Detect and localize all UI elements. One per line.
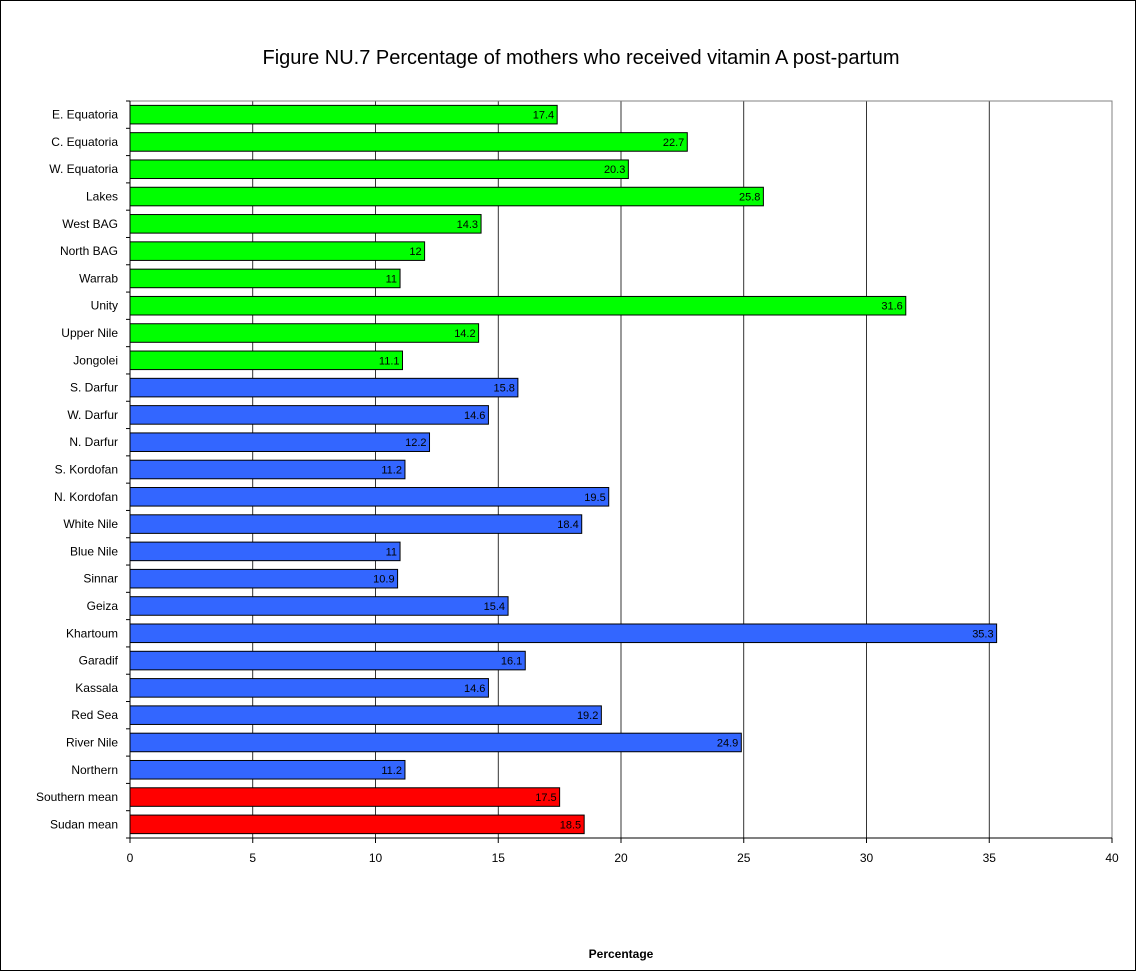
bar-20 bbox=[129, 650, 526, 671]
bar-19 bbox=[129, 623, 998, 644]
bar-23 bbox=[129, 732, 742, 753]
value-label-23: 24.9 bbox=[717, 737, 738, 749]
category-label-15: White Nile bbox=[63, 517, 118, 531]
category-label-25: Southern mean bbox=[36, 790, 118, 804]
category-label-22: Red Sea bbox=[71, 708, 118, 722]
value-label-8: 14.2 bbox=[454, 328, 475, 340]
value-label-6: 11 bbox=[386, 273, 397, 285]
category-label-23: River Nile bbox=[66, 735, 118, 749]
chart-title: Figure NU.7 Percentage of mothers who re… bbox=[263, 47, 900, 69]
value-label-14: 19.5 bbox=[584, 492, 605, 504]
category-label-1: C. Equatoria bbox=[51, 135, 118, 149]
category-label-20: Garadif bbox=[79, 654, 119, 668]
bar-8 bbox=[129, 323, 480, 343]
x-tick-label-8: 40 bbox=[1105, 851, 1119, 865]
value-label-24: 11.2 bbox=[381, 765, 402, 777]
bar-12 bbox=[129, 432, 431, 452]
bar-1 bbox=[129, 132, 688, 152]
value-label-19: 35.3 bbox=[972, 628, 993, 640]
category-label-5: North BAG bbox=[60, 244, 118, 258]
category-label-2: W. Equatoria bbox=[49, 162, 118, 176]
value-label-3: 25.8 bbox=[739, 192, 760, 204]
x-axis-title: Percentage bbox=[589, 947, 654, 961]
value-label-11: 14.6 bbox=[464, 410, 485, 422]
category-label-8: Upper Nile bbox=[61, 326, 118, 340]
bar-25 bbox=[129, 787, 561, 807]
category-label-11: W. Darfur bbox=[67, 408, 118, 422]
value-label-25: 17.5 bbox=[535, 792, 556, 804]
bar-16 bbox=[129, 541, 401, 562]
plot-area: 17.4 E. Equatoria 22.7 C. Equatoria 20.3 W. E… bbox=[36, 100, 1119, 865]
bar-21 bbox=[129, 678, 489, 698]
value-label-4: 14.3 bbox=[457, 219, 478, 231]
category-label-10: S. Darfur bbox=[70, 381, 118, 395]
bar-18 bbox=[129, 596, 509, 616]
category-label-0: E. Equatoria bbox=[52, 108, 118, 122]
x-tick-label-1: 5 bbox=[249, 851, 256, 865]
category-label-13: S. Kordofan bbox=[55, 463, 118, 477]
x-tick-label-0: 0 bbox=[127, 851, 134, 865]
value-label-10: 15.8 bbox=[493, 383, 514, 395]
x-tick-label-7: 35 bbox=[983, 851, 997, 865]
bar-26 bbox=[129, 814, 585, 835]
value-label-22: 19.2 bbox=[577, 710, 598, 722]
category-label-17: Sinnar bbox=[83, 572, 118, 586]
value-label-7: 31.6 bbox=[881, 301, 902, 313]
bar-13 bbox=[129, 459, 406, 480]
x-tick-label-6: 30 bbox=[860, 851, 874, 865]
value-label-26: 18.5 bbox=[560, 819, 581, 831]
value-label-5: 12 bbox=[409, 246, 421, 258]
value-label-1: 22.7 bbox=[663, 137, 684, 149]
value-label-20: 16.1 bbox=[501, 656, 522, 668]
value-label-13: 11.2 bbox=[381, 465, 402, 477]
bar-17 bbox=[129, 568, 399, 589]
bar-9 bbox=[129, 350, 404, 371]
bar-11 bbox=[129, 405, 489, 425]
category-label-9: Jongolei bbox=[73, 353, 118, 367]
bar-0 bbox=[129, 104, 558, 125]
bar-3 bbox=[129, 186, 764, 207]
value-label-21: 14.6 bbox=[464, 683, 485, 695]
category-label-21: Kassala bbox=[75, 681, 118, 695]
category-label-16: Blue Nile bbox=[70, 544, 118, 558]
category-label-12: N. Darfur bbox=[69, 435, 118, 449]
x-tick-label-3: 15 bbox=[492, 851, 506, 865]
value-label-2: 20.3 bbox=[604, 164, 625, 176]
value-label-9: 11.1 bbox=[379, 355, 400, 367]
bar-6 bbox=[129, 268, 401, 289]
x-tick-label-2: 10 bbox=[369, 851, 383, 865]
value-label-18: 15.4 bbox=[484, 601, 505, 613]
value-label-17: 10.9 bbox=[373, 574, 394, 586]
category-label-7: Unity bbox=[91, 299, 118, 313]
bar-15 bbox=[129, 514, 583, 534]
category-label-24: Northern bbox=[71, 763, 118, 777]
category-label-14: N. Kordofan bbox=[54, 490, 118, 504]
bar-10 bbox=[129, 377, 519, 398]
category-label-4: West BAG bbox=[62, 217, 118, 231]
value-label-16: 11 bbox=[386, 546, 397, 558]
category-label-18: Geiza bbox=[87, 599, 119, 613]
category-label-19: Khartoum bbox=[66, 626, 118, 640]
bar-24 bbox=[129, 759, 406, 780]
bar-2 bbox=[129, 159, 629, 180]
x-tick-label-4: 20 bbox=[614, 851, 628, 865]
bar-14 bbox=[129, 487, 610, 507]
x-tick-label-5: 25 bbox=[737, 851, 751, 865]
bar-4 bbox=[129, 214, 482, 234]
bar-5 bbox=[129, 241, 426, 261]
category-label-6: Warrab bbox=[79, 271, 118, 285]
value-label-0: 17.4 bbox=[533, 110, 554, 122]
bar-7 bbox=[129, 295, 907, 316]
bar-22 bbox=[129, 705, 602, 725]
category-label-26: Sudan mean bbox=[50, 817, 118, 831]
value-label-15: 18.4 bbox=[557, 519, 578, 531]
category-label-3: Lakes bbox=[86, 190, 118, 204]
value-label-12: 12.2 bbox=[405, 437, 426, 449]
